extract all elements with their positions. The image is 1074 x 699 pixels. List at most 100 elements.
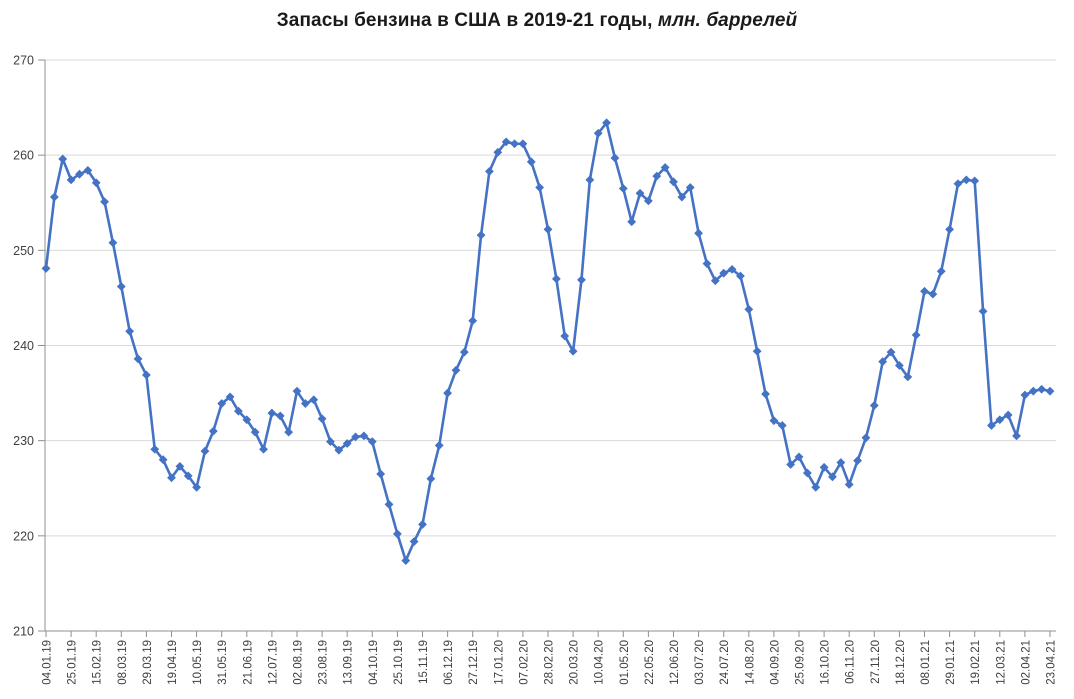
data-point: [660, 163, 670, 172]
data-point: [510, 139, 519, 149]
chart-title: Запасы бензина в США в 2019-21 годы, млн…: [0, 10, 1074, 32]
data-point: [443, 388, 452, 398]
data-point: [83, 165, 93, 175]
data-point: [468, 316, 478, 326]
data-point: [853, 456, 862, 466]
data-point: [802, 468, 812, 478]
data-point: [861, 433, 871, 443]
x-tick-label: 17.01.20: [493, 640, 505, 685]
x-tick-label: 12.07.19: [267, 640, 279, 685]
data-point: [326, 437, 335, 447]
data-point: [551, 274, 561, 284]
x-tick-label: 02.04.21: [1020, 640, 1032, 685]
series-line: [41, 118, 1055, 565]
data-point: [384, 500, 394, 509]
data-point: [158, 455, 168, 465]
data-point: [183, 471, 193, 481]
data-point: [501, 137, 511, 147]
x-tick-label: 13.09.19: [343, 640, 355, 685]
data-point: [1020, 390, 1030, 400]
data-point: [284, 427, 294, 437]
data-point: [786, 460, 796, 469]
data-point: [535, 183, 545, 192]
data-point: [761, 389, 770, 399]
data-point: [91, 178, 101, 188]
y-tick-label: 270: [13, 54, 34, 68]
data-point: [677, 192, 687, 202]
data-point: [644, 196, 653, 206]
data-point: [836, 458, 846, 467]
x-tick-label: 12.06.20: [669, 640, 681, 685]
x-tick-label: 04.10.19: [368, 640, 380, 685]
data-point: [635, 188, 645, 198]
x-tick-label: 08.01.21: [920, 640, 932, 685]
data-point: [393, 529, 402, 539]
x-tick-label: 15.11.19: [418, 640, 430, 684]
data-point: [577, 275, 586, 285]
chart-title-unit: млн. баррелей: [652, 10, 798, 31]
data-point: [451, 365, 461, 375]
data-point: [543, 224, 553, 234]
y-tick-label: 250: [13, 244, 34, 258]
data-point: [401, 556, 411, 565]
x-tick-label: 31.05.19: [217, 640, 229, 685]
data-point: [736, 271, 745, 281]
data-point: [936, 266, 946, 276]
x-tick-label: 08.03.19: [117, 640, 129, 685]
data-point: [844, 480, 854, 489]
series-path: [44, 121, 1052, 562]
x-tick-label: 20.03.20: [569, 640, 581, 685]
chart-title-text: Запасы бензина в США в 2019-21 годы,: [276, 10, 653, 31]
data-point: [928, 289, 938, 299]
data-point: [217, 399, 227, 408]
data-point: [75, 169, 84, 179]
data-point: [652, 171, 662, 181]
data-point: [995, 415, 1005, 425]
x-tick-label: 21.06.19: [242, 640, 254, 685]
x-tick-label: 01.05.20: [619, 640, 631, 685]
data-point: [267, 408, 277, 418]
x-tick-label: 24.07.20: [719, 640, 731, 685]
data-point: [903, 372, 913, 382]
data-point: [819, 462, 829, 472]
x-tick-label: 25.01.19: [67, 640, 79, 685]
data-point: [409, 537, 419, 546]
data-point: [961, 175, 971, 185]
data-point: [426, 474, 436, 484]
data-point: [367, 437, 377, 447]
data-point: [669, 177, 678, 187]
data-point: [710, 276, 720, 286]
x-tick-label: 19.04.19: [167, 640, 179, 685]
data-point: [1012, 431, 1021, 441]
data-point: [108, 238, 118, 248]
data-point: [175, 461, 185, 471]
data-point: [744, 304, 754, 314]
x-tick-label: 06.11.20: [845, 640, 857, 684]
data-point: [142, 370, 151, 380]
data-point: [945, 224, 954, 234]
data-point: [769, 416, 779, 426]
x-tick-label: 03.07.20: [694, 640, 706, 685]
y-tick-label: 220: [13, 529, 34, 543]
data-point: [685, 183, 695, 192]
data-point: [150, 444, 160, 454]
data-point: [585, 175, 595, 185]
x-axis-labels: 04.01.19 25.01.19 15.02.19 08.03.19 29.03.19…: [42, 640, 1058, 685]
data-point: [493, 147, 503, 157]
data-point: [242, 415, 252, 425]
data-point: [794, 452, 804, 462]
data-point: [886, 347, 896, 357]
data-point: [1045, 386, 1055, 396]
x-tick-label: 10.04.20: [594, 640, 606, 685]
data-point: [125, 326, 135, 336]
data-point: [41, 264, 51, 273]
data-point: [777, 421, 787, 430]
x-tick-label: 23.04.21: [1046, 640, 1058, 685]
data-point: [66, 175, 76, 185]
data-point: [920, 286, 929, 296]
x-tick-label: 25.09.20: [795, 640, 807, 685]
data-point: [200, 446, 210, 456]
data-point: [811, 482, 821, 492]
x-tick-label: 16.10.20: [820, 640, 832, 685]
